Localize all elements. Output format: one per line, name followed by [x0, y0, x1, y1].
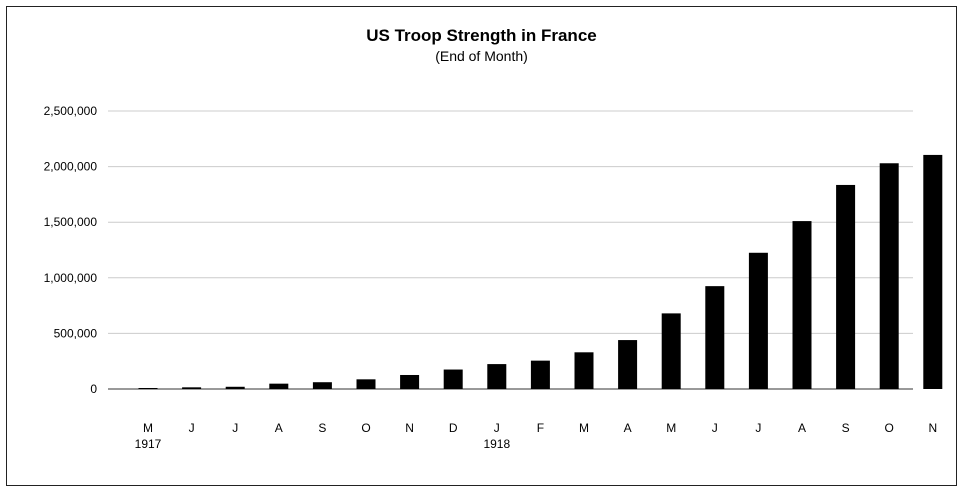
x-axis-ticks: M J J A S O N D J F M A M J J A S O N 1917 1918	[135, 421, 937, 451]
bar	[574, 352, 594, 389]
bar	[182, 387, 202, 389]
x-year-label: 1918	[483, 437, 510, 451]
x-tick-label: J	[755, 421, 761, 435]
bar	[530, 360, 550, 389]
x-tick-label: A	[275, 421, 283, 435]
bar	[705, 286, 725, 389]
bar	[400, 374, 420, 389]
bars	[138, 154, 943, 389]
x-tick-label: J	[712, 421, 718, 435]
y-tick-label: 1,500,000	[44, 215, 98, 229]
y-tick-label: 2,500,000	[44, 104, 98, 118]
x-tick-label: O	[885, 421, 894, 435]
y-tick-label: 500,000	[54, 326, 98, 340]
x-tick-label: J	[232, 421, 238, 435]
y-tick-label: 1,000,000	[44, 271, 98, 285]
bar	[225, 386, 245, 389]
y-axis-ticks: 0 500,000 1,000,000 1,500,000 2,000,000 2,500…	[44, 104, 98, 396]
x-tick-label: M	[579, 421, 589, 435]
x-tick-label: M	[143, 421, 153, 435]
x-tick-label: F	[537, 421, 544, 435]
x-tick-label: S	[318, 421, 326, 435]
chart-subtitle: (End of Month)	[435, 48, 528, 64]
x-tick-label: A	[624, 421, 632, 435]
gridlines	[108, 110, 913, 390]
y-tick-label: 2,000,000	[44, 160, 98, 174]
x-tick-label: D	[449, 421, 458, 435]
x-year-label: 1917	[135, 437, 162, 451]
bar	[443, 369, 463, 389]
bar	[923, 154, 943, 389]
bar	[618, 340, 638, 389]
bar	[356, 379, 376, 389]
bar	[138, 388, 158, 389]
bar	[792, 221, 812, 389]
bar	[312, 382, 332, 389]
bar	[487, 364, 507, 389]
x-tick-label: N	[928, 421, 937, 435]
y-tick-label: 0	[90, 382, 97, 396]
x-tick-label: A	[798, 421, 806, 435]
x-tick-label: J	[189, 421, 195, 435]
x-tick-label: M	[666, 421, 676, 435]
x-tick-label: J	[494, 421, 500, 435]
bar	[836, 184, 856, 389]
bar	[748, 252, 768, 389]
x-tick-label: S	[842, 421, 850, 435]
x-tick-label: N	[405, 421, 414, 435]
bar	[879, 163, 899, 389]
bar	[661, 313, 681, 389]
bar	[269, 383, 289, 389]
chart-title: US Troop Strength in France	[366, 26, 597, 45]
x-tick-label: O	[361, 421, 370, 435]
